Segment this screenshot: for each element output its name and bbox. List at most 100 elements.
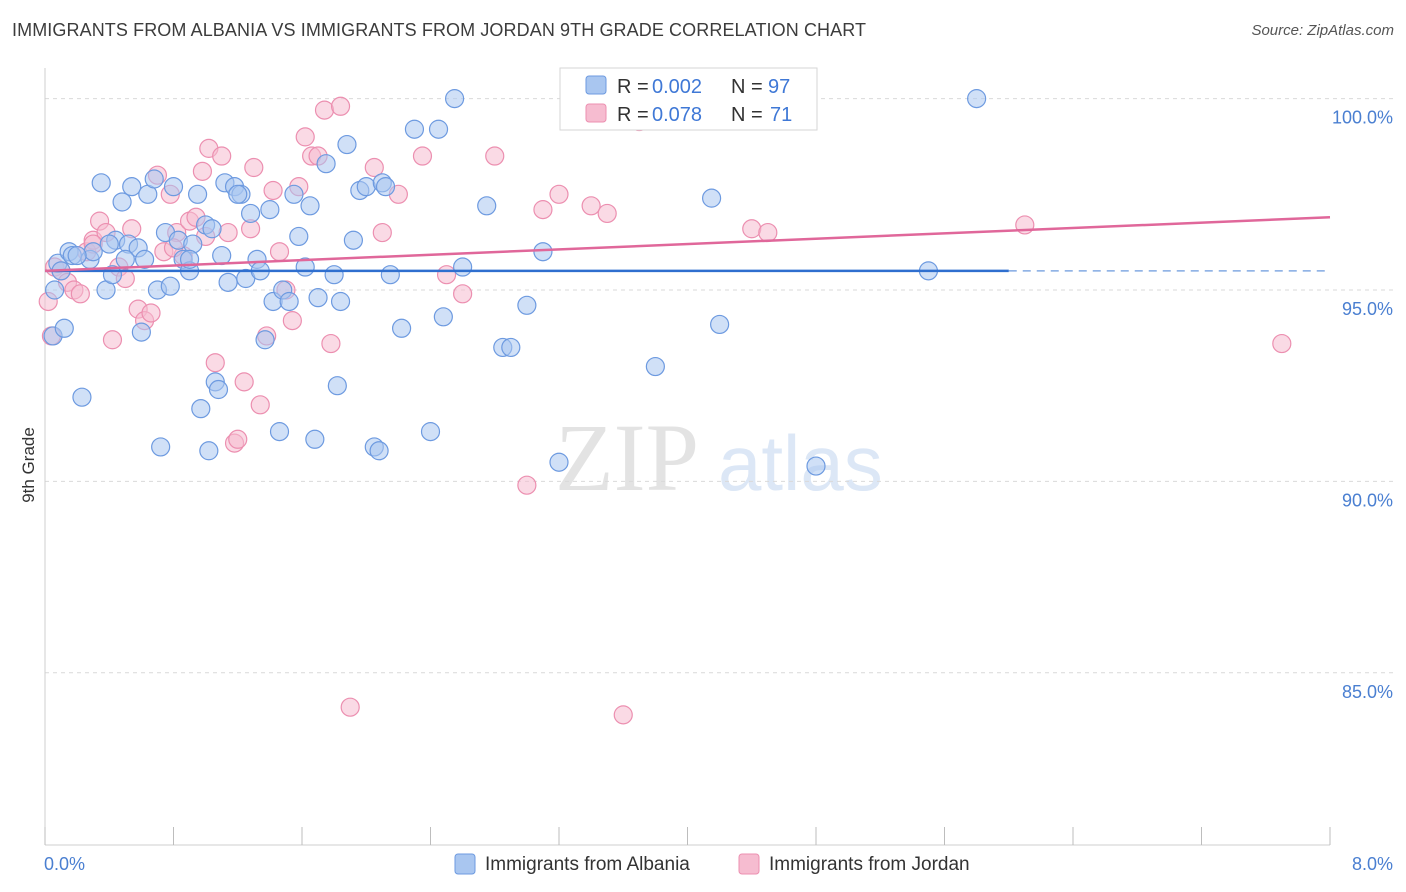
- albania-point: [45, 280, 65, 300]
- bottom-legend-albania-label: Immigrants from Albania: [485, 854, 690, 875]
- bottom-legend-swatch-albania: [454, 853, 476, 875]
- jordan-point: [412, 146, 433, 166]
- jordan-point: [102, 330, 123, 350]
- albania-point: [308, 288, 328, 308]
- jordan-point: [70, 284, 90, 304]
- albania-point: [369, 441, 389, 461]
- albania-point: [453, 257, 473, 277]
- albania-point: [160, 276, 180, 296]
- x-axis-ticks: 0.0% 8.0%: [44, 854, 1393, 874]
- jordan-point: [218, 222, 238, 243]
- albania-point: [260, 200, 280, 220]
- x-tick-label-min: 0.0%: [44, 854, 85, 874]
- jordan-point: [212, 146, 232, 166]
- albania-point: [255, 330, 275, 350]
- jordan-point: [244, 157, 264, 178]
- albania-point: [284, 184, 304, 204]
- albania-point: [404, 119, 425, 139]
- legend-albania-n-value: 97: [768, 76, 790, 98]
- albania-point: [54, 318, 74, 338]
- bottom-legend-jordan-label: Immigrants from Jordan: [769, 854, 970, 875]
- jordan-point: [364, 157, 384, 178]
- jordan-point: [372, 222, 392, 243]
- albania-point: [122, 177, 142, 197]
- jordan-point: [228, 429, 248, 449]
- jordan-point: [282, 311, 302, 331]
- jordan-point: [742, 219, 762, 239]
- trend-lines: [44, 216, 1331, 273]
- jordan-point: [533, 200, 553, 220]
- albania-point: [241, 203, 261, 224]
- legend-jordan-n-label: N =: [731, 104, 763, 126]
- albania-point: [533, 242, 553, 262]
- legend-swatch-albania: [585, 75, 607, 95]
- albania-point: [131, 322, 151, 342]
- jordan-point: [234, 372, 254, 392]
- albania-point: [806, 456, 826, 476]
- albania-point: [327, 376, 347, 396]
- albania-point: [67, 245, 87, 266]
- albania-point: [228, 184, 248, 204]
- y-tick-label: 95.0%: [1342, 299, 1393, 319]
- jordan-trend-line: [44, 216, 1331, 273]
- albania-point: [343, 230, 363, 250]
- albania-point: [99, 234, 119, 254]
- axes: [44, 68, 1331, 846]
- watermark-zip: ZIP: [555, 404, 699, 511]
- watermark-atlas: atlas: [718, 419, 883, 507]
- albania-point: [420, 422, 441, 442]
- y-tick-label: 100.0%: [1332, 108, 1393, 128]
- albania-point: [701, 188, 722, 208]
- albania-point: [115, 249, 135, 269]
- albania-point: [202, 219, 222, 239]
- jordan-point: [1272, 333, 1292, 354]
- albania-point: [391, 318, 412, 338]
- jordan-point: [549, 184, 569, 204]
- albania-point: [208, 379, 229, 400]
- jordan-point: [269, 242, 290, 262]
- jordan-point: [613, 705, 633, 725]
- series-albania-points: [43, 89, 987, 476]
- albania-point: [134, 249, 155, 269]
- y-tick-label: 90.0%: [1342, 490, 1393, 510]
- albania-point: [356, 177, 376, 197]
- albania-point: [300, 196, 320, 216]
- albania-point: [337, 134, 357, 155]
- albania-point: [316, 154, 336, 174]
- albania-point: [269, 422, 290, 442]
- albania-point: [710, 314, 730, 335]
- legend-albania-n-label: N =: [731, 76, 763, 98]
- jordan-point: [581, 196, 601, 216]
- jordan-point: [340, 697, 360, 717]
- jordan-point: [263, 180, 283, 201]
- jordan-point: [597, 203, 617, 224]
- albania-point: [279, 291, 299, 312]
- legend-jordan-r-label: R =: [617, 104, 649, 126]
- albania-point: [517, 295, 537, 315]
- y-axis-ticks: 100.0% 95.0% 90.0% 85.0%: [1332, 108, 1393, 702]
- y-tick-label: 85.0%: [1342, 682, 1393, 702]
- albania-point: [433, 307, 453, 327]
- albania-point: [212, 245, 232, 266]
- jordan-point: [330, 96, 351, 116]
- albania-point: [330, 291, 351, 312]
- albania-point: [91, 173, 111, 193]
- albania-point: [501, 337, 521, 358]
- jordan-point: [436, 265, 457, 285]
- jordan-point: [314, 100, 335, 120]
- jordan-point: [192, 161, 213, 181]
- albania-point: [163, 177, 184, 197]
- albania-point: [144, 169, 164, 189]
- albania-point: [549, 452, 569, 472]
- stats-legend: R = 0.002 N = 97 R = 0.078 N = 71: [559, 67, 818, 131]
- jordan-point: [758, 222, 778, 243]
- legend-jordan-r-value: 0.078: [652, 104, 702, 126]
- albania-point: [83, 242, 103, 262]
- jordan-point: [485, 146, 505, 166]
- chart-title: IMMIGRANTS FROM ALBANIA VS IMMIGRANTS FR…: [12, 20, 867, 40]
- legend-albania-r-value: 0.002: [652, 76, 702, 98]
- albania-point: [305, 429, 325, 449]
- bottom-legend-swatch-jordan: [738, 853, 760, 875]
- albania-point: [151, 437, 171, 457]
